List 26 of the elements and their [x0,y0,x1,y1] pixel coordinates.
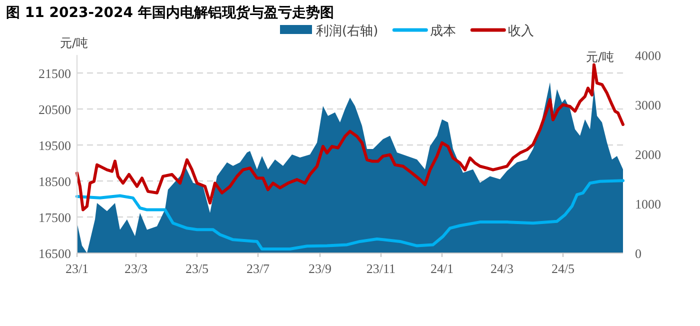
x-tick: 23/3 [124,261,148,276]
y2-tick: 2000 [635,147,661,162]
y-tick: 16500 [38,246,71,261]
y-tick: 20500 [38,102,71,117]
y-tick: 18500 [38,174,71,189]
legend-label: 利润(右轴) [316,24,378,39]
x-tick: 23/11 [366,261,396,276]
y-tick: 21500 [38,66,71,81]
y2label: 元/吨 [586,50,614,64]
y2-tick: 0 [635,246,642,261]
y-tick: 17500 [38,210,71,225]
legend-label: 成本 [430,24,456,39]
x-tick: 23/9 [308,261,332,276]
x-tick: 23/5 [185,261,209,276]
x-tick: 23/1 [65,261,89,276]
title: 图 11 2023-2024 年国内电解铝现货与盈亏走势图 [6,5,334,21]
y2-tick: 1000 [635,196,661,212]
y2-tick: 3000 [635,98,661,112]
y2-tick: 4000 [635,48,661,63]
x-tick: 24/1 [430,261,454,276]
x-tick: 24/3 [490,261,514,276]
x-tick: 23/7 [246,261,270,276]
x-tick: 24/5 [551,261,575,276]
legend-label: 收入 [508,24,534,39]
y-tick: 19500 [38,138,71,153]
ylabel: 元/吨 [60,36,88,50]
